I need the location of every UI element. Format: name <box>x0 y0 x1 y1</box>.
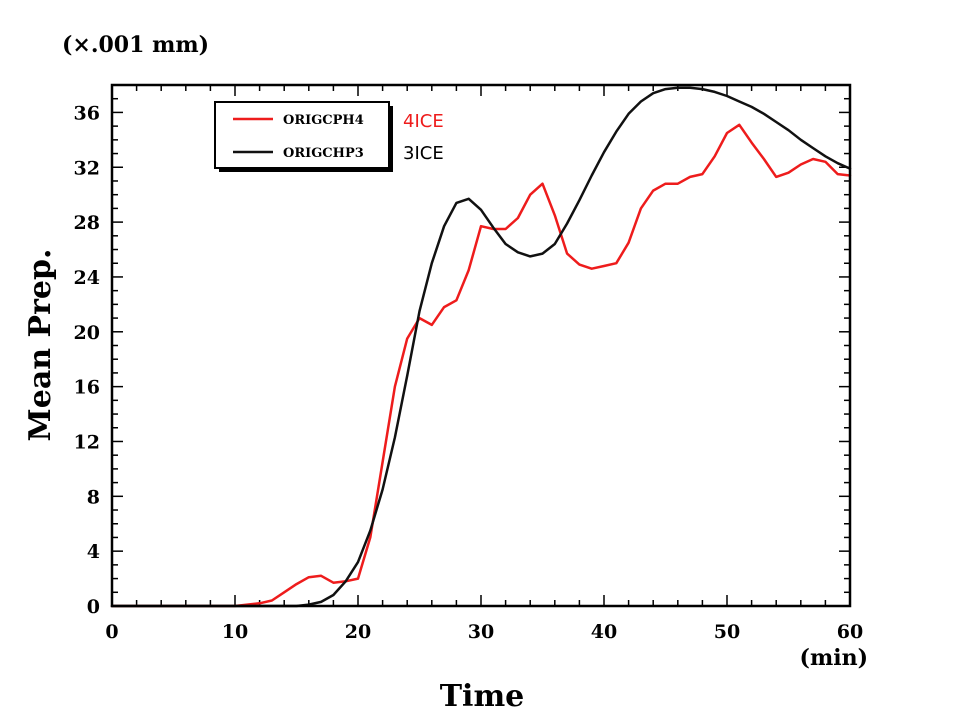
y-tick-label: 36 <box>74 102 100 124</box>
x-tick-label: 60 <box>837 621 863 643</box>
y-tick-label: 12 <box>74 431 100 453</box>
y-tick-label: 4 <box>87 541 100 563</box>
y-tick-label: 8 <box>87 486 100 508</box>
y-axis-unit: (×.001 mm) <box>62 32 209 58</box>
x-axis-unit: (min) <box>800 645 868 671</box>
x-tick-label: 50 <box>714 621 740 643</box>
x-tick-label: 30 <box>468 621 494 643</box>
y-tick-label: 28 <box>74 212 100 234</box>
y-axis-title: Mean Prep. <box>23 249 58 442</box>
y-tick-label: 20 <box>74 322 100 344</box>
series-line-origcph4 <box>110 123 852 608</box>
y-tick-label: 16 <box>74 377 100 399</box>
x-tick-label: 0 <box>105 621 118 643</box>
legend-box <box>214 101 390 169</box>
plot-frame <box>110 83 852 608</box>
legend-label-origcph4: ORIGCPH4 <box>283 113 364 128</box>
y-tick-label: 0 <box>87 596 100 618</box>
x-tick-label: 10 <box>222 621 248 643</box>
x-tick-label: 20 <box>345 621 371 643</box>
x-axis-title: Time <box>440 679 525 714</box>
legend-note-4ice: 4ICE <box>403 111 444 132</box>
legend: ORIGCPH4 ORIGCHP3 <box>214 101 393 172</box>
y-tick-label: 24 <box>74 267 100 289</box>
y-tick-label: 32 <box>74 157 100 179</box>
legend-note-3ice: 3ICE <box>403 143 444 164</box>
x-tick-label: 40 <box>591 621 617 643</box>
legend-label-origchp3: ORIGCHP3 <box>283 146 364 161</box>
